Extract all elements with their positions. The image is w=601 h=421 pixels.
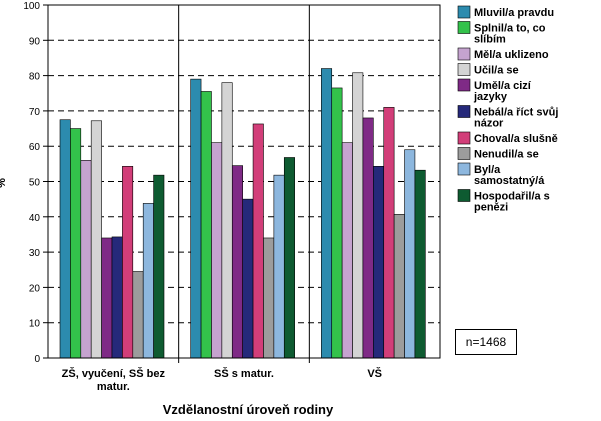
bar [331,87,343,359]
x-category-label: VŠ [367,367,382,380]
y-tick-label: 70 [29,107,41,118]
bar [252,123,264,359]
bar [263,237,275,359]
legend-item: Mluvil/a pravdu [457,5,554,19]
sample-size-text: n=1468 [465,335,507,349]
legend-swatch [457,105,471,118]
legend-label: Nenudil/a se [474,149,539,161]
bar [373,166,385,359]
bars [59,68,426,359]
y-axis-label: % [0,178,8,188]
bar [273,174,285,359]
x-category-labels: ZŠ, vyučení, SŠ bez matur. SŠ s matur. VŠ [62,367,382,393]
y-tick-label: 80 [29,72,41,83]
bar [393,214,405,359]
bar [383,107,395,359]
legend-label: Uměl/a cizí jazyky [473,80,532,103]
legend-label: Choval/a slušně [474,133,558,145]
bar [190,78,202,359]
x-category-label: SŠ s matur. [214,367,274,380]
y-tick-labels: 0 10 20 30 40 50 60 70 80 90 100 [23,1,40,365]
legend-swatch [457,162,471,176]
legend-swatch [457,63,471,76]
bar [414,169,426,359]
legend-label: Byl/a samostatný/á [474,164,545,187]
bar [132,271,144,359]
legend-swatch [457,78,471,92]
legend-label: Měl/a uklizeno [474,49,549,61]
bar [404,149,416,359]
legend-item: Uměl/a cizí jazyky [457,78,532,103]
bar [242,198,254,359]
y-tick-label: 0 [34,354,40,365]
y-tick-label: 60 [29,142,41,153]
bar [362,117,374,359]
legend-label: Splnil/a to, co slíbím [474,23,546,46]
bar [59,119,71,359]
legend-swatch [457,21,471,34]
legend-item: Splnil/a to, co slíbím [457,21,546,46]
bar [101,237,113,359]
y-tick-label: 30 [29,248,41,259]
y-tick-label: 40 [29,213,41,224]
bar [231,165,243,359]
legend-label: Nebál/a říct svůj názor [474,107,558,130]
legend-item: Učil/a se [457,63,519,77]
y-tick-label: 10 [29,319,41,330]
legend-swatch [457,147,471,160]
bar [221,82,233,359]
legend-swatch [457,131,471,145]
bar [283,157,295,359]
sample-size-note: n=1468 [455,329,517,355]
y-tick-label: 90 [29,36,41,47]
legend-swatch [457,189,471,202]
bar [341,142,353,359]
bar [90,120,102,359]
plot-frame [47,4,441,359]
y-tick-label: 20 [29,283,41,294]
x-category-label: ZŠ, vyučení, SŠ bez matur. [62,367,166,393]
legend-label: Mluvil/a pravdu [474,7,554,19]
bar [70,128,82,359]
legend-item: Choval/a slušně [457,131,558,145]
axes [43,4,441,363]
x-axis-label: Vzdělanostní úroveň rodiny [163,402,334,417]
y-tick-label: 100 [23,1,40,12]
bar [122,166,134,359]
legend-item: Byl/a samostatný/á [457,162,545,187]
legend-swatch [457,5,471,19]
legend-label: Učil/a se [474,65,519,77]
y-tick-label: 50 [29,178,41,189]
legend-swatch [457,47,471,61]
legend-item: Hospodařil/a s penězi [457,189,550,214]
bar [142,203,154,359]
legend-item: Měl/a uklizeno [457,47,549,61]
legend-label: Hospodařil/a s penězi [474,191,550,214]
bar [352,72,364,359]
legend-item: Nenudil/a se [457,147,539,161]
bar [211,142,223,359]
bar [200,91,212,359]
bar [80,160,92,359]
bar [153,174,165,359]
bar [321,68,333,359]
bar [111,236,123,359]
legend-item: Nebál/a říct svůj názor [457,105,558,130]
legend: Mluvil/a pravdu Splnil/a to, co slíbím Měl/… [457,5,558,214]
